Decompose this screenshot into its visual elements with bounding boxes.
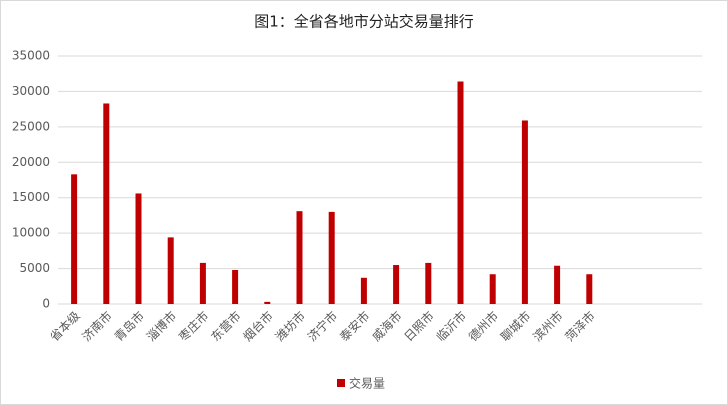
y-tick-label: 30000 <box>12 84 50 98</box>
bar <box>425 262 432 304</box>
bar <box>521 120 528 304</box>
bar <box>554 265 561 304</box>
y-tick-label: 5000 <box>19 261 50 275</box>
bar <box>457 81 464 304</box>
bar <box>232 269 239 304</box>
legend-label: 交易量 <box>349 376 385 391</box>
y-tick-label: 35000 <box>12 49 50 63</box>
bar <box>167 237 174 304</box>
bar <box>393 265 400 304</box>
bar <box>360 277 367 304</box>
y-tick-label: 0 <box>42 297 50 311</box>
y-tick-label: 20000 <box>12 155 50 169</box>
bar <box>264 301 271 304</box>
bar <box>199 262 206 304</box>
bar <box>586 274 593 304</box>
bar <box>328 211 335 304</box>
chart-title: 图1：全省各地市分站交易量排行 <box>254 13 474 31</box>
bar <box>135 193 142 304</box>
bar <box>103 103 110 304</box>
y-tick-label: 25000 <box>12 119 50 133</box>
y-tick-label: 15000 <box>12 190 50 204</box>
legend-swatch <box>337 379 345 387</box>
bar <box>489 274 496 304</box>
bar <box>296 211 303 304</box>
bar <box>71 174 78 304</box>
y-tick-label: 10000 <box>12 226 50 240</box>
